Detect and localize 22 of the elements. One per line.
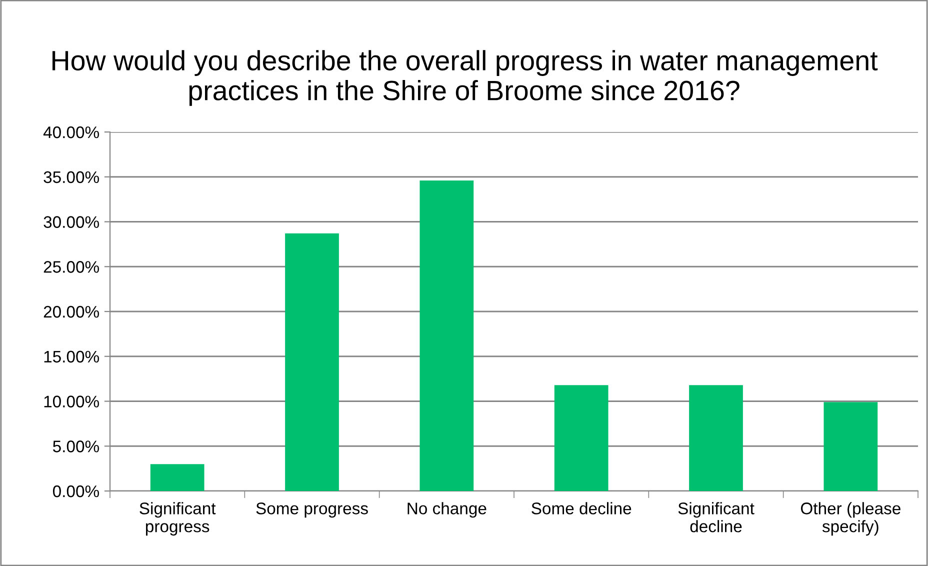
- x-tick-label: No change: [408, 502, 486, 518]
- y-tick-label: 0.00%: [52, 485, 99, 498]
- bar: [420, 180, 474, 491]
- x-tick-label: Some progress: [256, 502, 368, 518]
- bar: [689, 385, 743, 491]
- bar: [150, 464, 204, 491]
- chart-title: How would you describe the overall progress in water management practices in the Shire of Broome since 2016?: [52, 50, 878, 106]
- y-tick-label: 40.00%: [43, 126, 99, 138]
- bar: [285, 233, 339, 491]
- x-tick-label: Significant progress: [140, 502, 216, 536]
- y-tick-label: 10.00%: [44, 396, 99, 408]
- y-tick-label: 5.00%: [52, 440, 99, 452]
- y-tick-label: 25.00%: [44, 261, 99, 273]
- y-tick-label: 30.00%: [44, 216, 99, 228]
- y-tick-label: 35.00%: [44, 171, 99, 184]
- bar: [554, 385, 608, 491]
- y-tick-label: 15.00%: [44, 350, 99, 363]
- bar: [824, 402, 878, 491]
- x-tick-label: Some decline: [532, 502, 632, 514]
- y-tick-label: 20.00%: [44, 306, 99, 318]
- x-tick-label: Significant decline: [678, 502, 754, 532]
- x-tick-label: Other (please specify): [800, 502, 900, 536]
